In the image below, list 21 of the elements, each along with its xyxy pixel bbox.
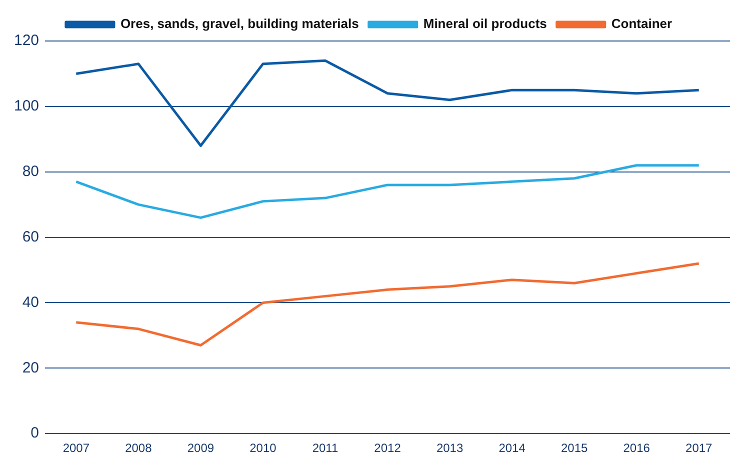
x-tick-label: 2011 — [312, 441, 338, 456]
x-tick-label: 2009 — [187, 441, 214, 456]
x-tick-label: 2016 — [623, 441, 650, 456]
y-tick-label: 120 — [14, 32, 40, 50]
x-tick-label: 2014 — [498, 441, 526, 456]
x-tick-label: 2013 — [436, 441, 464, 456]
legend-label: Container — [611, 16, 672, 32]
y-tick-label: 100 — [14, 98, 40, 115]
y-tick-label: 60 — [22, 228, 40, 246]
y-tick-label: 40 — [22, 294, 40, 311]
x-tick-label: 2012 — [374, 441, 402, 456]
legend-label: Mineral oil products — [423, 16, 547, 32]
x-tick-label: 2008 — [125, 441, 152, 456]
x-tick-label: 2017 — [686, 441, 713, 456]
x-tick-label: 2015 — [560, 441, 588, 456]
y-tick-label: 80 — [22, 163, 40, 180]
y-tick-label: 0 — [30, 424, 40, 442]
x-tick-label: 2007 — [62, 441, 90, 456]
x-tick-label: 2010 — [250, 441, 277, 456]
y-tick-label: 20 — [22, 359, 40, 376]
legend-label: Ores, sands, gravel, building materials — [120, 16, 359, 32]
